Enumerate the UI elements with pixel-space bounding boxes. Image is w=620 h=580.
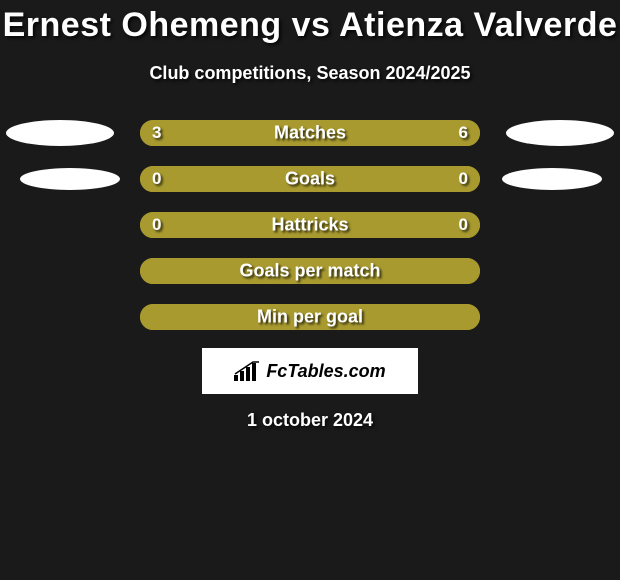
stat-label: Goals per match — [140, 261, 480, 282]
bars-chart-icon — [234, 361, 262, 381]
stat-bar: Min per goal — [140, 304, 480, 330]
stat-row: 00Goals — [0, 166, 620, 192]
stat-row: 00Hattricks — [0, 212, 620, 238]
player-right-marker — [502, 168, 602, 190]
page-title: Ernest Ohemeng vs Atienza Valverde — [0, 0, 620, 45]
date-label: 1 october 2024 — [0, 410, 620, 431]
player-left-marker — [6, 120, 114, 146]
logo-text: FcTables.com — [266, 361, 385, 382]
stat-row: Goals per match — [0, 258, 620, 284]
stat-row: Min per goal — [0, 304, 620, 330]
stat-bar: 36Matches — [140, 120, 480, 146]
stat-label: Goals — [140, 169, 480, 190]
stat-row: 36Matches — [0, 120, 620, 146]
stats-container: 36Matches 00Goals 00Hattricks Goals per mat… — [0, 120, 620, 330]
stat-bar: 00Hattricks — [140, 212, 480, 238]
stat-label: Hattricks — [140, 215, 480, 236]
stat-bar: 00Goals — [140, 166, 480, 192]
stat-label: Matches — [140, 123, 480, 144]
player-right-marker — [506, 120, 614, 146]
logo-box[interactable]: FcTables.com — [202, 348, 418, 394]
player-left-marker — [20, 168, 120, 190]
stat-bar: Goals per match — [140, 258, 480, 284]
subtitle: Club competitions, Season 2024/2025 — [0, 63, 620, 84]
stat-label: Min per goal — [140, 307, 480, 328]
